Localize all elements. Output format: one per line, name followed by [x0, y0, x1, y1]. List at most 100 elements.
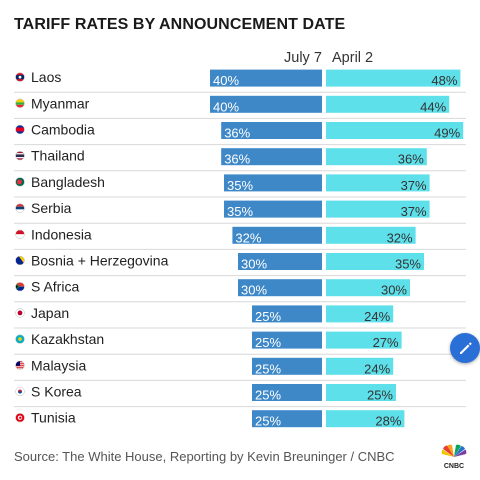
- bar-april: [326, 253, 424, 270]
- bar-april: [326, 122, 464, 139]
- bar-july: [252, 410, 322, 428]
- country-label: Japan: [31, 305, 69, 321]
- bar-july: [252, 384, 322, 401]
- country-label: Bosnia + Herzegovina: [31, 253, 169, 269]
- bar-april: [326, 410, 405, 428]
- bar-april: [326, 331, 402, 349]
- label-april: 37%: [401, 178, 427, 193]
- chart-row: Tunisia 25% 28%: [15, 410, 405, 429]
- bar-april: [326, 200, 430, 218]
- bar-july: [210, 95, 322, 113]
- bar-april: [326, 279, 410, 297]
- tunisia-flag-icon: [15, 413, 25, 423]
- label-july: 25%: [255, 335, 281, 350]
- label-july: 35%: [227, 204, 253, 219]
- bar-april: [326, 226, 416, 244]
- chart-row: Malaysia 25% 24%: [14, 357, 466, 381]
- country-label: Thailand: [31, 148, 85, 164]
- myanmar-flag-icon: [15, 98, 25, 108]
- label-april: 24%: [364, 361, 390, 376]
- country-label: Indonesia: [31, 226, 92, 242]
- south-africa-flag-icon: [15, 282, 25, 292]
- cnbc-logo-text: CNBC: [444, 463, 464, 470]
- bar-july: [252, 331, 322, 349]
- bar-july: [224, 200, 322, 218]
- bar-april: [326, 69, 461, 87]
- label-april: 44%: [420, 99, 446, 114]
- bar-july: [232, 226, 322, 244]
- country-label: Laos: [31, 69, 61, 85]
- bar-april: [326, 357, 394, 375]
- bangladesh-flag-icon: [15, 177, 25, 187]
- country-label: Tunisia: [31, 410, 76, 426]
- chart-title: TARIFF RATES BY ANNOUNCEMENT DATE: [14, 16, 346, 33]
- chart-row: Serbia 35% 37%: [14, 200, 466, 224]
- chart-row: Indonesia 32% 32%: [14, 226, 466, 250]
- pencil-icon: [460, 342, 472, 354]
- label-july: 35%: [227, 178, 253, 193]
- label-april: 37%: [401, 204, 427, 219]
- label-july: 30%: [241, 257, 267, 272]
- bar-april: [326, 174, 430, 192]
- chart-row: Myanmar 40% 44%: [14, 95, 466, 119]
- bosnia-flag-icon: [15, 255, 25, 266]
- label-april: 28%: [375, 414, 401, 429]
- bar-april: [326, 148, 427, 166]
- laos-flag-icon: [15, 72, 25, 82]
- bar-july: [224, 174, 322, 192]
- bar-july: [252, 357, 322, 375]
- country-label: Kazakhstan: [31, 331, 104, 347]
- chart-row: Bosnia + Herzegovina 30% 35%: [14, 253, 466, 277]
- cambodia-flag-icon: [15, 124, 25, 135]
- edit-fab-button[interactable]: [450, 333, 480, 363]
- column-header-april: April 2: [332, 50, 374, 66]
- cnbc-peacock-logo: CNBC: [441, 444, 467, 470]
- bar-july: [221, 122, 322, 139]
- country-label: S Korea: [31, 384, 82, 400]
- kazakhstan-flag-icon: [15, 334, 25, 344]
- label-april: 25%: [367, 388, 393, 403]
- thailand-flag-icon: [15, 151, 25, 161]
- country-label: Myanmar: [31, 95, 90, 111]
- bar-july: [252, 305, 322, 323]
- japan-flag-icon: [15, 308, 25, 318]
- country-label: Malaysia: [31, 357, 86, 373]
- label-april: 35%: [395, 257, 421, 272]
- chart-row: Thailand 36% 36%: [14, 148, 466, 172]
- label-july: 30%: [241, 283, 267, 298]
- label-april: 36%: [398, 152, 424, 167]
- label-april: 48%: [431, 73, 457, 88]
- label-july: 36%: [224, 126, 250, 141]
- label-april: 49%: [434, 126, 460, 141]
- bar-april: [326, 305, 394, 323]
- label-july: 36%: [224, 152, 250, 167]
- label-july: 25%: [255, 388, 281, 403]
- country-label: S Africa: [31, 279, 79, 295]
- malaysia-flag-icon: [15, 360, 25, 370]
- label-july: 40%: [213, 73, 239, 88]
- chart-row: Cambodia 36% 49%: [14, 122, 466, 146]
- bar-july: [210, 69, 322, 87]
- indonesia-flag-icon: [15, 229, 25, 239]
- chart-row: Japan 25% 24%: [14, 305, 466, 329]
- bar-july: [238, 253, 322, 270]
- bar-april: [326, 384, 396, 401]
- serbia-flag-icon: [15, 203, 25, 213]
- label-july: 25%: [255, 309, 281, 324]
- bar-july: [238, 279, 322, 297]
- source-note: Source: The White House, Reporting by Ke…: [14, 449, 395, 464]
- label-july: 25%: [255, 361, 281, 376]
- label-april: 30%: [381, 283, 407, 298]
- country-label: Serbia: [31, 200, 72, 216]
- label-april: 24%: [364, 309, 390, 324]
- country-label: Bangladesh: [31, 174, 105, 190]
- label-july: 40%: [213, 99, 239, 114]
- chart-row: Kazakhstan 25% 27%: [14, 331, 466, 355]
- label-april: 27%: [373, 335, 399, 350]
- column-header-july: July 7: [284, 50, 322, 66]
- chart-row: S Korea 25% 25%: [14, 384, 466, 408]
- chart-row: S Africa 30% 30%: [14, 279, 466, 303]
- south-korea-flag-icon: [15, 386, 25, 397]
- country-label: Cambodia: [31, 122, 95, 138]
- bar-april: [326, 95, 450, 113]
